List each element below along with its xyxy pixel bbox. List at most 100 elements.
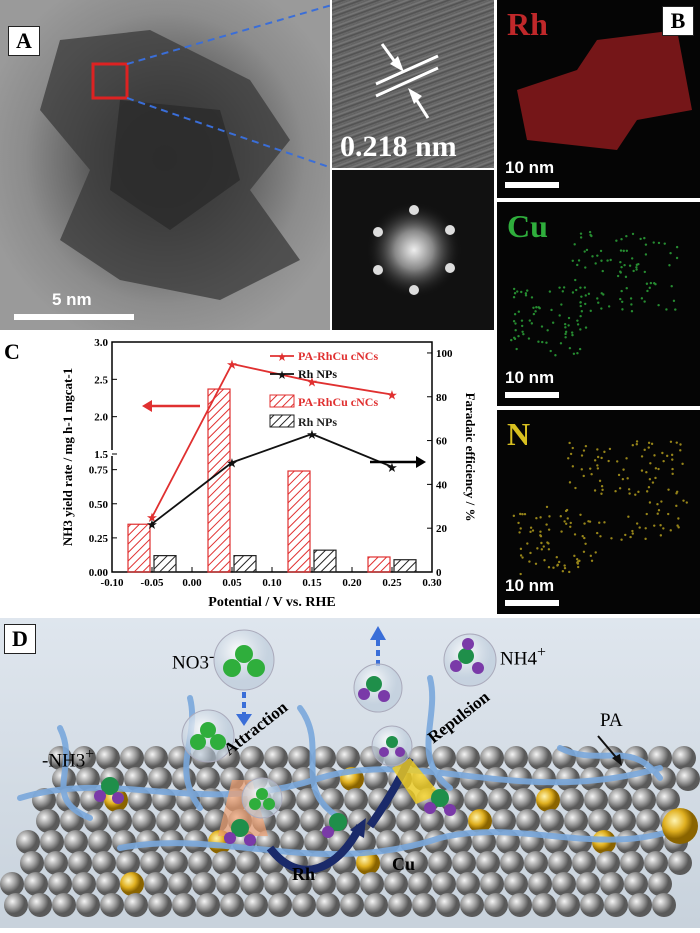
legend-bar-label: PA-RhCu cNCs bbox=[298, 395, 378, 409]
x-axis-label: Potential / V vs. RHE bbox=[208, 595, 335, 610]
x-tick-label: 0.30 bbox=[422, 577, 442, 589]
line-marker: ★ bbox=[146, 517, 158, 532]
x-tick-label: 0.25 bbox=[382, 577, 402, 589]
x-tick-label: 0.00 bbox=[182, 577, 202, 589]
y-left-axis-label: NH3 yield rate / mg h-1 mgcat-1 bbox=[60, 368, 75, 546]
y-left-tick-label: 2.0 bbox=[94, 412, 108, 424]
y-left-tick-label: 2.5 bbox=[94, 374, 108, 386]
nitrate-text: NO3 bbox=[172, 652, 209, 674]
cu-distribution bbox=[510, 230, 679, 357]
tem-scalebar bbox=[14, 314, 134, 320]
axis-break bbox=[106, 450, 118, 456]
right-axis-arrowhead bbox=[416, 456, 426, 468]
legend-bar-swatch bbox=[269, 394, 295, 408]
line-marker: ★ bbox=[386, 460, 398, 475]
fft-inset bbox=[332, 170, 494, 330]
line-pa-rhcu bbox=[151, 362, 393, 518]
fft-pattern bbox=[366, 202, 462, 298]
lattice-marker bbox=[375, 43, 439, 119]
x-tick-label: 0.10 bbox=[262, 577, 282, 589]
panel-label-c: C bbox=[0, 338, 24, 366]
y-left-tick-label: 0.75 bbox=[89, 465, 109, 477]
plot-frame bbox=[111, 341, 433, 573]
ammonium-group-label: -NH3+ bbox=[42, 746, 94, 772]
legend-bar-label: Rh NPs bbox=[298, 415, 337, 429]
map-scalebar-n bbox=[505, 600, 559, 606]
line-marker: ★ bbox=[226, 357, 238, 372]
x-tick-label: 0.15 bbox=[302, 577, 322, 589]
n-distribution bbox=[512, 440, 688, 576]
tem-scale-label: 5 nm bbox=[52, 290, 92, 309]
rh-label: Rh bbox=[292, 864, 316, 884]
bar-pa-rhcu bbox=[367, 556, 391, 573]
pa-label: PA bbox=[600, 710, 623, 731]
ammonium-group-charge: + bbox=[85, 746, 95, 763]
legend-bar-swatch bbox=[269, 414, 295, 428]
y-left-tick-label: 1.5 bbox=[94, 449, 108, 461]
map-scalebar-rh bbox=[505, 182, 559, 188]
map-scale-label-cu: 10 nm bbox=[505, 368, 555, 387]
x-tick-label: 0.20 bbox=[342, 577, 362, 589]
transfer-arrow bbox=[266, 824, 364, 874]
y-right-axis-label: Faradaic efficiency / % bbox=[463, 393, 478, 522]
ammonium-label: NH4+ bbox=[500, 644, 546, 670]
rh-distribution bbox=[517, 30, 692, 150]
line-rh-nps bbox=[151, 433, 393, 525]
mechanism-illustration bbox=[0, 626, 700, 917]
left-axis-arrowhead bbox=[142, 400, 152, 412]
line-marker: ★ bbox=[306, 374, 318, 389]
cu-label: Cu bbox=[392, 854, 416, 874]
legend-line-marker: ★ bbox=[277, 368, 288, 382]
map-scalebar-cu bbox=[505, 392, 559, 398]
bar-rh-nps bbox=[153, 555, 177, 573]
ammonium-charge: + bbox=[536, 644, 546, 661]
map-title-rh: Rh bbox=[507, 6, 548, 42]
map-title-cu: Cu bbox=[507, 208, 548, 244]
line-marker: ★ bbox=[386, 388, 398, 403]
x-tick-label: 0.05 bbox=[222, 577, 242, 589]
mechanism-diagram: NO3- NH4+ -NH3+ Attraction Repulsion PA … bbox=[0, 618, 700, 928]
y-right-tick-label: 80 bbox=[436, 392, 448, 404]
panel-label-d: D bbox=[4, 624, 36, 654]
legend-line-label: Rh NPs bbox=[298, 367, 337, 381]
ammonium-text: NH4 bbox=[500, 648, 537, 670]
lattice-spacing-label: 0.218 nm bbox=[340, 130, 457, 163]
map-title-n: N bbox=[507, 416, 531, 452]
y-right-tick-label: 100 bbox=[436, 348, 453, 360]
hrtem-inset: 0.218 nm bbox=[332, 0, 494, 168]
nitrate-label: NO3- bbox=[172, 648, 214, 674]
bar-pa-rhcu bbox=[127, 523, 151, 573]
x-tick-label: -0.10 bbox=[101, 577, 124, 589]
eds-map-n: N 10 nm bbox=[497, 410, 700, 614]
y-left-tick-label: 0.50 bbox=[89, 499, 109, 511]
y-right-tick-label: 20 bbox=[436, 523, 448, 535]
ammonium-group-text: -NH3 bbox=[42, 750, 86, 772]
bar-pa-rhcu bbox=[207, 388, 231, 573]
y-left-tick-label: 3.0 bbox=[94, 337, 108, 349]
line-marker: ★ bbox=[226, 455, 238, 470]
y-left-tick-label: 0.00 bbox=[89, 567, 109, 579]
yield-efficiency-chart: -0.10 -0.05 0.00 0.05 0.10 0.15 0.20 0.25 0.30 0.… bbox=[60, 337, 478, 610]
nitrate-charge: - bbox=[208, 648, 215, 665]
line-marker: ★ bbox=[146, 510, 158, 525]
legend-line-marker: ★ bbox=[277, 350, 288, 364]
bar-rh-nps bbox=[233, 555, 257, 573]
y-right-tick-label: 0 bbox=[436, 567, 442, 579]
panel-label-b: B bbox=[662, 6, 694, 36]
bar-rh-nps bbox=[393, 559, 417, 573]
y-left-tick-label: 0.25 bbox=[89, 533, 109, 545]
legend-line-label: PA-RhCu cNCs bbox=[298, 349, 378, 363]
y-right-tick-label: 40 bbox=[436, 479, 448, 491]
chart-panel: -0.10 -0.05 0.00 0.05 0.10 0.15 0.20 0.25 0.30 0.… bbox=[0, 332, 494, 614]
line-marker: ★ bbox=[306, 427, 318, 442]
eds-map-cu: Cu 10 nm bbox=[497, 202, 700, 406]
panel-label-a: A bbox=[8, 26, 40, 56]
map-scale-label-rh: 10 nm bbox=[505, 158, 555, 177]
tem-image: 5 nm bbox=[0, 0, 333, 330]
x-tick-label: -0.05 bbox=[141, 577, 164, 589]
bar-rh-nps bbox=[313, 549, 337, 573]
repulsion-beam bbox=[392, 758, 440, 804]
tem-particle bbox=[40, 4, 333, 300]
bar-pa-rhcu bbox=[287, 470, 311, 573]
map-scale-label-n: 10 nm bbox=[505, 576, 555, 595]
